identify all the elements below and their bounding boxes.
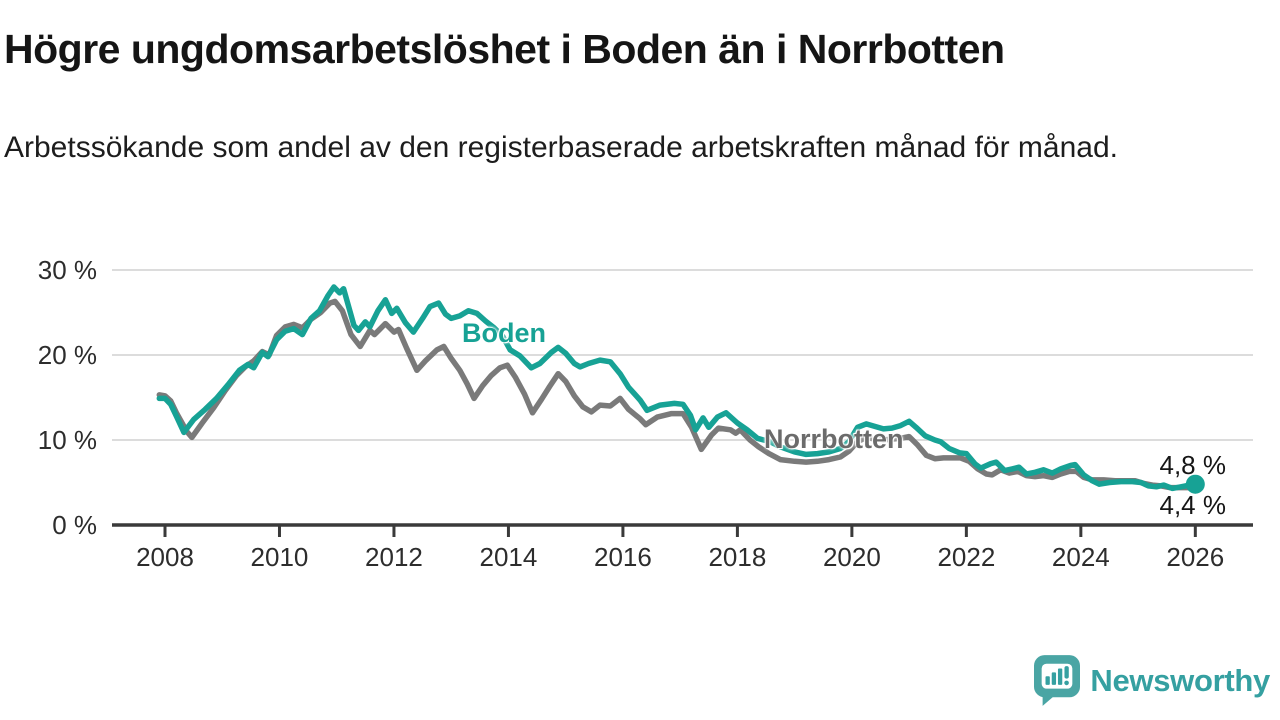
newsworthy-wordmark: Newsworthy <box>1090 662 1270 698</box>
chart-subtitle: Arbetssökande som andel av den registerb… <box>4 131 1118 164</box>
x-tick-label: 2016 <box>593 542 652 572</box>
end-dot-boden <box>1185 474 1205 494</box>
x-tick-label: 2008 <box>136 542 194 572</box>
series-label-boden: Boden <box>462 318 546 348</box>
y-tick-label: 0 % <box>52 510 97 540</box>
series-label-norrbotten: Norrbotten <box>764 424 904 454</box>
x-tick-label: 2010 <box>250 542 309 572</box>
y-tick-label: 30 % <box>37 255 97 285</box>
newsworthy-bubble-icon <box>1034 655 1081 706</box>
newsworthy-logo: Newsworthy <box>1034 655 1270 706</box>
series-line-boden <box>156 284 1199 492</box>
y-tick-label: 10 % <box>37 425 97 455</box>
page-title: Högre ungdomsarbetslöshet i Boden än i N… <box>4 26 1005 72</box>
x-tick-label: 2012 <box>365 542 423 572</box>
x-tick-label: 2018 <box>708 542 767 572</box>
y-tick-label: 20 % <box>37 340 97 370</box>
x-tick-label: 2024 <box>1051 542 1110 572</box>
x-tick-label: 2020 <box>822 542 881 572</box>
end-value-boden: 4,8 % <box>1159 450 1227 480</box>
x-tick-label: 2026 <box>1166 542 1225 572</box>
end-value-norrbotten: 4,4 % <box>1159 490 1227 520</box>
x-tick-label: 2014 <box>479 542 538 572</box>
series-line-norrbotten <box>156 298 1199 491</box>
x-tick-label: 2022 <box>937 542 996 572</box>
